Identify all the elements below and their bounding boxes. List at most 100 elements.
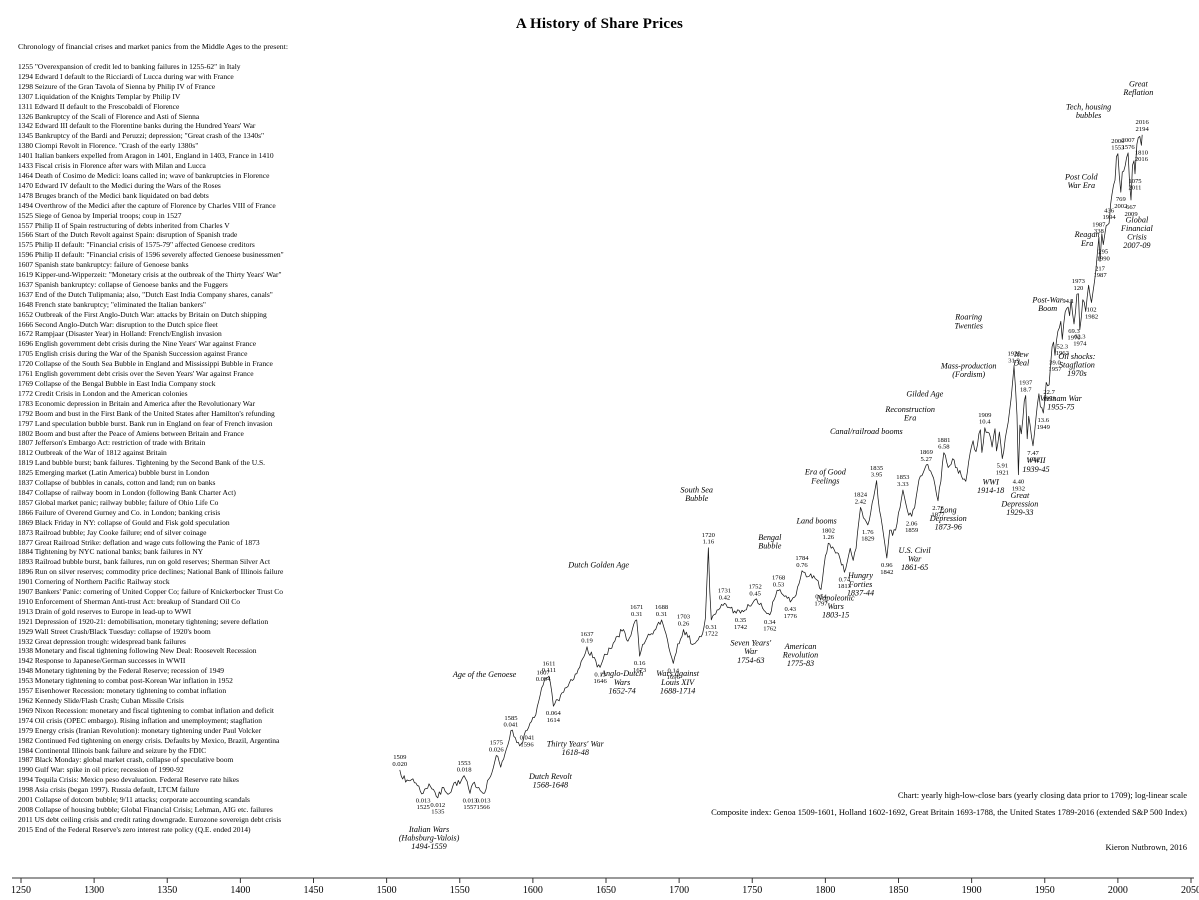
- x-axis-tick-labels: 1250 1300 1350 1400 1450 1500 1550 1600 1650 1700…: [11, 885, 1199, 896]
- chronology-entry: 1873 Railroad bubble; Jay Cooke failure;…: [18, 527, 207, 537]
- chronology-entry: 1696 English government debt crisis duri…: [18, 339, 257, 349]
- point-label: 1703 0.26: [677, 614, 691, 628]
- point-label: 22.7 1953: [1043, 389, 1057, 403]
- chronology-entry: 1666 Second Anglo-Dutch War: disruption …: [18, 319, 218, 329]
- chronology-entry: 1896 Run on silver reserves; commodity p…: [18, 567, 284, 577]
- chronology-entry: 1345 Bankruptcy of the Bardi and Peruzzi…: [18, 131, 265, 141]
- era-label: Post-War Boom: [1031, 296, 1063, 314]
- chronology-list: 1255 "Overexpansion of credit led to ban…: [18, 62, 288, 835]
- chronology-entry: 1298 Seizure of the Gran Tavola of Sienn…: [18, 81, 216, 91]
- era-label: Post Cold War Era: [1064, 172, 1098, 190]
- point-label: 0.96 1842: [880, 562, 893, 576]
- point-label: 1585 0.041: [504, 715, 519, 729]
- point-label: 0.013 1525: [416, 797, 432, 811]
- point-label: 1869 5.27: [920, 449, 934, 463]
- chronology-entry: 1819 Land bubble burst; bank failures. T…: [18, 458, 266, 468]
- chronology-entry: 1893 Railroad bubble burst, bank failure…: [18, 557, 271, 567]
- point-label: 0.041 1596: [520, 735, 535, 749]
- chronology-entry: 2015 End of the Federal Reserve's zero i…: [18, 824, 251, 834]
- chronology-entry: 1380 Ciompi Revolt in Florence. "Crash o…: [18, 141, 199, 151]
- era-label: Reagan Era: [1074, 230, 1100, 248]
- era-label: Seven Years' War 1754-63: [730, 639, 771, 665]
- x-axis-tick-label: 1350: [157, 885, 177, 896]
- point-label: 1720 1.16: [702, 532, 716, 546]
- point-label: 1752 0.45: [749, 584, 762, 598]
- chronology-entry: 1913 Drain of gold reserves to Europe in…: [18, 606, 192, 616]
- index-note: Composite index: Genoa 1509-1601, Hollan…: [711, 807, 1187, 817]
- chronology-entry: 1720 Collapse of the South Sea Bubble in…: [18, 359, 273, 369]
- chronology-entry: 1575 Philip II default: "Financial crisi…: [18, 240, 255, 250]
- point-label: 1881 6.58: [937, 437, 950, 451]
- x-axis-tick-label: 1450: [304, 885, 324, 896]
- era-label: Global Financial Crisis 2007-09: [1120, 215, 1154, 250]
- chronology-entry: 1907 Bankers' Panic: cornering of United…: [18, 587, 284, 597]
- era-label: Thirty Years' War 1618-48: [547, 739, 605, 757]
- credit: Kieron Nutbrown, 2016: [1105, 842, 1187, 852]
- chronology-entry: 1433 Fiscal crisis in Florence after war…: [18, 161, 206, 171]
- chronology-entry: 1294 Edward I default to the Ricciardi o…: [18, 71, 234, 81]
- point-label: 217 1987: [1093, 265, 1107, 279]
- era-label: Gilded Age: [906, 389, 943, 398]
- chronology-entry: 1969 Nixon Recession: monetary and fisca…: [18, 705, 274, 715]
- page-title: A History of Share Prices: [515, 16, 684, 32]
- chronology-entry: 1998 Asia crisis (began 1997). Russia de…: [18, 785, 200, 795]
- point-label: 0.35 1742: [734, 617, 747, 631]
- era-label: Land booms: [795, 517, 836, 526]
- point-label: 1909 10.4: [978, 412, 992, 426]
- point-label: 0.31 1722: [705, 624, 718, 638]
- chronology-entry: 1901 Cornering of Northern Pacific Railw…: [18, 577, 170, 587]
- chronology-entry: 1957 Eisenhower Recession: monetary tigh…: [18, 686, 227, 696]
- chronology-entry: 1869 Black Friday in NY: collapse of Gou…: [18, 517, 230, 527]
- chronology-entry: 1307 Liquidation of the Knights Templar …: [18, 91, 181, 101]
- point-label: 1835 3.95: [870, 465, 884, 479]
- point-label: 1509 0.020: [392, 754, 408, 768]
- x-axis-tick-label: 1400: [230, 885, 250, 896]
- chronology-entry: 1953 Monetary tightening to combat post-…: [18, 676, 233, 686]
- era-label: Canal/railroad booms: [830, 427, 903, 436]
- point-label: 0.013 1566: [476, 797, 492, 811]
- era-label: American Revolution 1775-83: [782, 642, 818, 668]
- point-label: 1553 0.018: [457, 760, 473, 774]
- point-label: 2000 1553: [1111, 138, 1125, 152]
- x-axis-tick-label: 1250: [11, 885, 31, 896]
- chronology-entry: 1910 Enforcement of Sherman Anti-trust A…: [18, 596, 241, 606]
- point-label: 1973 120: [1072, 278, 1086, 292]
- chronology-entry: 1857 Global market panic; railway bubble…: [18, 497, 219, 507]
- point-label: 1987 338: [1092, 221, 1106, 235]
- era-label: Italian Wars (Habsburg-Valois) 1494-1559: [399, 825, 460, 851]
- chronology-entry: 1877 Great Railroad Strike: deflation an…: [18, 537, 260, 547]
- chronology-entry: 1990 Gulf War: spike in oil price; reces…: [18, 765, 184, 775]
- x-axis-tick-label: 1650: [596, 885, 616, 896]
- chronology-entry: 1311 Edward II default to the Frescobald…: [18, 101, 180, 111]
- point-label: 0.13 1646: [594, 671, 608, 685]
- chronology-entry: 1974 Oil crisis (OPEC embargo). Rising i…: [18, 715, 262, 725]
- point-label: 0.34 1762: [763, 619, 776, 633]
- point-label: 94.1: [1062, 298, 1074, 305]
- point-label: 2007 1576: [1122, 137, 1136, 151]
- chronology-entry: 1619 Kipper-und-Wipperzeit: "Monetary cr…: [18, 270, 282, 280]
- chronology-entry: 1672 Rampjaar (Disaster Year) in Holland…: [18, 329, 222, 339]
- x-axis-tick-label: 1750: [742, 885, 762, 896]
- point-label: 7.47 1942: [1026, 450, 1039, 464]
- chronology-entry: 1837 Collapse of bubbles in canals, cott…: [18, 478, 216, 488]
- point-label: 1853 3.33: [896, 474, 910, 488]
- chronology-entry: 1464 Death of Cosimo de Medici: loans ca…: [18, 170, 270, 180]
- point-label: 1929 31.9: [1007, 351, 1021, 365]
- x-axis-tick-label: 1500: [377, 885, 397, 896]
- chronology-entry: 1982 Continued Fed tightening on energy …: [18, 735, 280, 745]
- chronology-entry: 1652 Outbreak of the First Anglo-Dutch W…: [18, 309, 267, 319]
- chronology-entry: 1557 Philip II of Spain restructuring of…: [18, 220, 230, 230]
- chronology-entry: 1637 Spanish bankruptcy: collapse of Gen…: [18, 279, 228, 289]
- point-label: 1784 0.76: [795, 555, 809, 569]
- era-label: Roaring Twenties: [954, 313, 983, 331]
- chronology-entry: 1929 Wall Street Crash/Black Tuesday: co…: [18, 626, 211, 636]
- point-label: 1607 0.094: [536, 669, 552, 683]
- chronology-entry: 2011 US debt ceiling crisis and credit r…: [18, 814, 282, 824]
- x-axis-tick-label: 1300: [84, 885, 104, 896]
- price-line: [399, 134, 1143, 799]
- point-label: 436 1994: [1103, 207, 1117, 221]
- era-label: Great Depression 1929-33: [1000, 491, 1038, 517]
- point-label: 1671 0.31: [630, 604, 643, 618]
- point-label: 1611 0.111: [542, 660, 556, 674]
